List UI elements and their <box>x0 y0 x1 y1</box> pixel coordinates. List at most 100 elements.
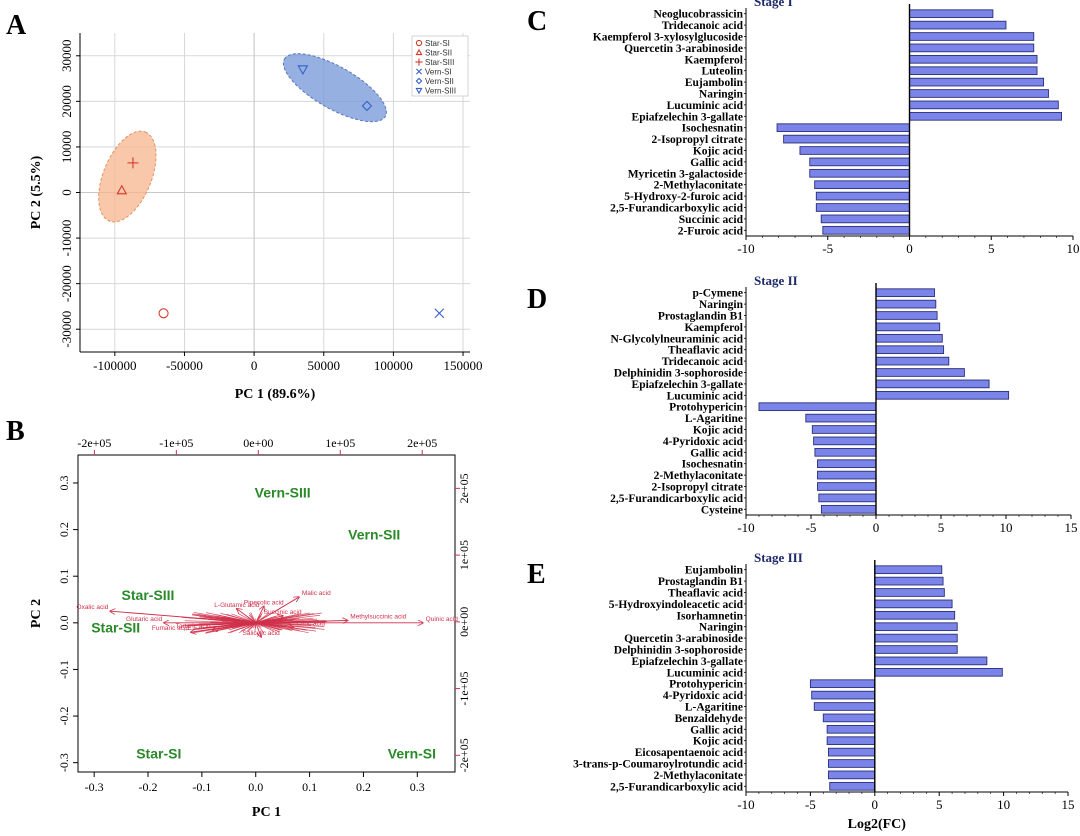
group-label-vern-siii: Vern-SIII <box>255 484 311 500</box>
category-label: Delphinidin 3-sophoroside <box>614 368 743 380</box>
bar-quercetin-3-arabinoside <box>909 43 1035 53</box>
category-label: Kaempferol 3-xylosylglucoside <box>593 32 743 44</box>
right-tick-label: 2e+05 <box>457 473 471 503</box>
legend-label: Vern-SIII <box>425 87 456 96</box>
category-label: 2-Furoic acid <box>678 225 744 237</box>
loading-arrow <box>255 613 315 624</box>
y-tick-label: 0.1 <box>57 569 71 584</box>
bar-5-hydroxyindoleacetic-acid <box>874 599 953 609</box>
x-tick-label: -10 <box>737 520 754 535</box>
y-tick-label: -0.1 <box>57 660 71 679</box>
category-label: Kojic acid <box>693 425 744 437</box>
group-label-star-sii: Star-SII <box>91 619 140 635</box>
legend-box <box>411 35 469 97</box>
category-label: Naringin <box>699 622 744 634</box>
x-tick-label: 5 <box>938 520 945 535</box>
loading-label: Salicylic acid <box>243 630 281 637</box>
category-label: Epiafzelechin 3-gallate <box>632 656 743 668</box>
legend-item-star-sii: Star-SII <box>415 48 452 58</box>
category-label: 5-Hydroxy-2-furoic acid <box>624 191 743 203</box>
loading-pipecolic-acid: Pipecolic acid <box>244 600 284 624</box>
bar-prostaglandin-b1 <box>875 311 938 320</box>
category-label: Eujambolin <box>685 77 744 89</box>
x-tick-label: -0.3 <box>85 780 104 794</box>
legend-item-vern-si: Vern-SI <box>416 68 452 77</box>
point-vern-si <box>434 308 445 319</box>
legend-label: Star-SIII <box>425 58 454 67</box>
x-tick-label: 10 <box>1067 241 1080 256</box>
bar-2-furoic-acid <box>822 225 910 235</box>
loading-quinic-acid: Quinic acid <box>255 616 458 623</box>
bar-2-methylaconitate <box>817 470 877 480</box>
category-label: Kaempferol <box>684 54 743 66</box>
loading-arrow <box>250 612 257 623</box>
group-label-star-si: Star-SI <box>136 745 181 761</box>
x-tick-label: 150000 <box>444 358 483 373</box>
bar-neoglucobrassicin <box>909 9 994 19</box>
y-tick-label: 20000 <box>59 85 74 118</box>
loading-arrow <box>246 622 256 632</box>
loading-glutaric-acid: Glutaric acid <box>126 616 256 623</box>
legend-item-vern-siii: Vern-SIII <box>415 87 456 96</box>
category-label: 5-Hydroxyindoleacetic acid <box>609 599 744 611</box>
bar-kaempferol-3-xylosylglucoside <box>909 32 1035 41</box>
category-label: Lucuminic acid <box>667 390 744 402</box>
loading-arrow-line <box>255 607 264 624</box>
bar-prostaglandin-b1 <box>874 576 944 586</box>
category-label: 2-Isopropyl citrate <box>652 482 743 494</box>
legend-label: Star-SI <box>425 39 450 48</box>
point-vern-sii <box>361 100 373 112</box>
biplot-frame <box>77 454 456 773</box>
category-label: Lucuminic acid <box>667 667 744 679</box>
x-axis-title: PC 1 <box>252 805 281 820</box>
bar-protohypericin <box>758 402 877 412</box>
loading-label: Fumaric acid <box>152 625 190 632</box>
category-label: Succinic acid <box>679 214 744 226</box>
loading-label: Tartaric acid <box>176 623 211 630</box>
category-label: 2,5-Furandicarboxylic acid <box>610 203 743 215</box>
x-tick-label: -10 <box>737 797 754 812</box>
x-tick-label: -5 <box>806 520 817 535</box>
y-tick-label: 0.2 <box>57 522 71 537</box>
category-label: L-Agaritine <box>685 702 743 714</box>
category-label: 4-Pyridoxic acid <box>663 436 744 448</box>
loading-arrow-line <box>255 622 294 628</box>
legend-marker-star-si <box>415 39 423 47</box>
loading-arrow <box>228 622 256 631</box>
x-tick-label: 0.1 <box>302 780 317 794</box>
loading-arrow-line <box>237 609 256 624</box>
stage-title: Stage I <box>754 0 793 9</box>
loading-arrow <box>255 618 300 624</box>
loading-succinic-acid: Succinic acid <box>255 609 302 624</box>
x-axis-title: PC 1 (89.6%) <box>235 387 316 402</box>
loading-arrow <box>238 622 256 633</box>
loading-oxalic-acid: Oxalic acid <box>77 604 256 624</box>
panel-letter-e: E <box>527 559 546 590</box>
x-tick-label: 50000 <box>308 358 341 373</box>
bar-kojic-acid <box>811 425 877 434</box>
bar-2-5-furandicarboxylic-acid <box>815 203 910 212</box>
point-star-sii <box>116 184 128 195</box>
panel-letter-a: A <box>6 10 27 41</box>
bar-benzaldehyde <box>822 713 876 723</box>
bar-isochesnatin <box>776 123 910 133</box>
loading-label: Methylsuccinic acid <box>350 613 406 620</box>
bar-4-pyridoxic-acid <box>811 690 876 700</box>
category-label: 4-Pyridoxic acid <box>663 690 744 702</box>
x-axis-title: Log2(FC) <box>848 817 907 832</box>
legend-marker-star-sii <box>415 48 423 56</box>
loading-malic-acid: Malic acid <box>255 590 331 624</box>
legend-label: Vern-SII <box>425 77 454 86</box>
category-label: 2,5-Furandicarboxylic acid <box>610 781 743 793</box>
loading-arrow-line <box>110 611 256 624</box>
category-label: 2-Methylaconitate <box>654 470 743 482</box>
bar-l-agaritine <box>805 413 877 423</box>
bar-3-trans-p-coumaroylrotundic-acid <box>827 759 876 768</box>
bar-gallic-acid <box>809 157 910 167</box>
category-label: 2,5-Furandicarboxylic acid <box>610 493 743 505</box>
point-star-si <box>158 308 169 319</box>
bar-tridecanoic-acid <box>909 20 1007 30</box>
loading-arrow <box>255 622 265 634</box>
loading-methylsuccinic-acid: Methylsuccinic acid <box>255 613 407 622</box>
bar-2-isopropyl-citrate <box>783 134 910 144</box>
